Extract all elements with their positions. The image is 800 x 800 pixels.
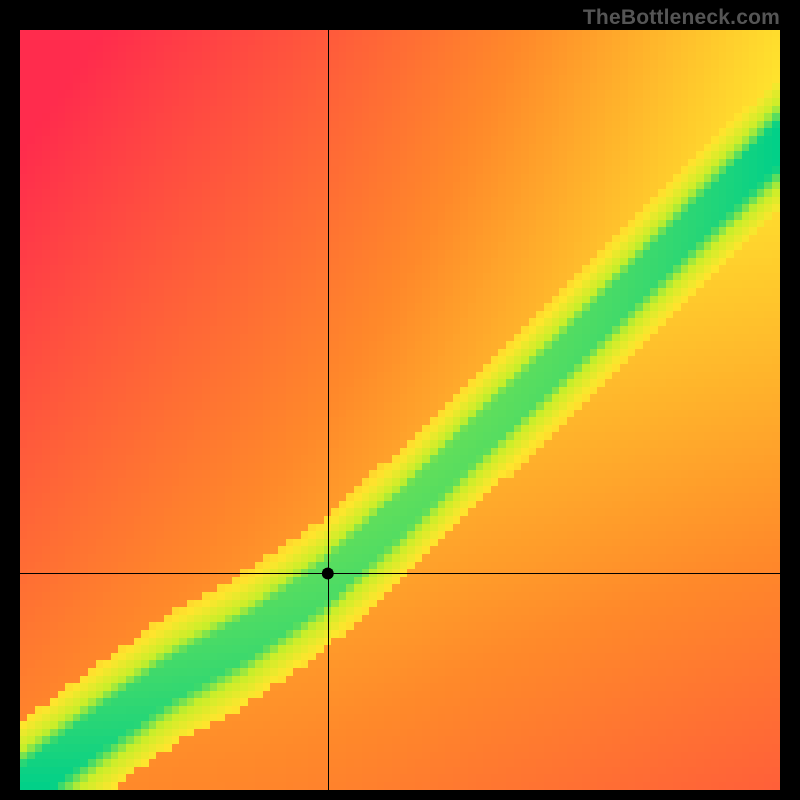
bottleneck-heatmap xyxy=(20,30,780,790)
watermark-text: TheBottleneck.com xyxy=(583,6,780,30)
chart-frame: { "watermark": { "text": "TheBottleneck.… xyxy=(0,0,800,800)
